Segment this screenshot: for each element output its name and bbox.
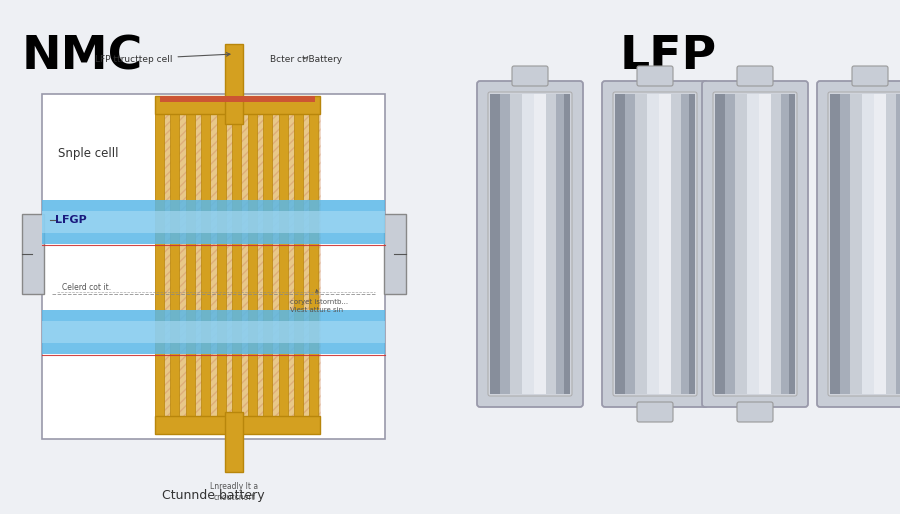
FancyBboxPatch shape: [602, 81, 708, 407]
Bar: [42, 94, 385, 439]
Bar: [155, 99, 320, 434]
FancyBboxPatch shape: [477, 81, 583, 407]
Bar: [294, 99, 303, 434]
Bar: [840, 94, 850, 394]
Bar: [186, 99, 195, 434]
Bar: [279, 99, 288, 434]
Text: LFP ttructtep cell: LFP ttructtep cell: [95, 52, 230, 64]
Bar: [201, 99, 210, 434]
Bar: [155, 99, 164, 434]
Bar: [22, 214, 44, 294]
Bar: [625, 94, 635, 394]
Bar: [771, 94, 780, 394]
Bar: [155, 96, 320, 114]
FancyBboxPatch shape: [737, 66, 773, 86]
Text: Lnreadly lt a
cnoutcnort: Lnreadly lt a cnoutcnort: [210, 482, 258, 502]
Bar: [830, 94, 840, 394]
Text: Snple celll: Snple celll: [58, 148, 119, 160]
Bar: [160, 96, 315, 102]
Bar: [510, 94, 522, 394]
Bar: [217, 99, 226, 434]
Bar: [263, 99, 272, 434]
Bar: [232, 99, 241, 434]
FancyBboxPatch shape: [488, 92, 572, 396]
Bar: [155, 416, 320, 434]
FancyBboxPatch shape: [713, 92, 797, 396]
Bar: [635, 94, 647, 394]
Bar: [384, 214, 406, 294]
Bar: [555, 94, 563, 394]
Bar: [155, 99, 320, 434]
Bar: [659, 94, 671, 394]
Bar: [42, 211, 385, 233]
Bar: [850, 94, 862, 394]
Bar: [688, 94, 695, 394]
Bar: [42, 310, 385, 354]
FancyBboxPatch shape: [637, 402, 673, 422]
Text: NMC: NMC: [22, 34, 143, 79]
Bar: [724, 94, 735, 394]
Bar: [886, 94, 896, 394]
Bar: [534, 94, 546, 394]
Bar: [500, 94, 510, 394]
Text: Bcter ct Battery: Bcter ct Battery: [270, 54, 342, 64]
Text: LFP: LFP: [620, 34, 717, 79]
Bar: [780, 94, 788, 394]
Bar: [862, 94, 874, 394]
FancyBboxPatch shape: [512, 66, 548, 86]
Bar: [546, 94, 555, 394]
Bar: [874, 94, 886, 394]
Bar: [735, 94, 747, 394]
Bar: [170, 99, 179, 434]
FancyBboxPatch shape: [828, 92, 900, 396]
FancyBboxPatch shape: [613, 92, 697, 396]
Bar: [563, 94, 570, 394]
Bar: [647, 94, 659, 394]
Bar: [788, 94, 795, 394]
Bar: [615, 94, 625, 394]
Text: Celerd cot it.: Celerd cot it.: [62, 283, 111, 292]
FancyBboxPatch shape: [737, 402, 773, 422]
Bar: [671, 94, 680, 394]
Text: coryet istorntb...
Viest atture sin: coryet istorntb... Viest atture sin: [290, 290, 348, 313]
Bar: [225, 44, 243, 124]
Text: LFGP: LFGP: [55, 215, 86, 225]
Bar: [522, 94, 534, 394]
FancyBboxPatch shape: [852, 66, 888, 86]
Bar: [42, 200, 385, 244]
FancyBboxPatch shape: [637, 66, 673, 86]
Bar: [309, 99, 318, 434]
Bar: [42, 321, 385, 343]
Bar: [715, 94, 724, 394]
Bar: [490, 94, 500, 394]
FancyBboxPatch shape: [702, 81, 808, 407]
Bar: [248, 99, 257, 434]
Text: Ctunnde battery: Ctunnde battery: [162, 489, 265, 502]
FancyBboxPatch shape: [817, 81, 900, 407]
Bar: [680, 94, 688, 394]
Bar: [759, 94, 771, 394]
Bar: [896, 94, 900, 394]
Bar: [225, 412, 243, 472]
Bar: [747, 94, 759, 394]
